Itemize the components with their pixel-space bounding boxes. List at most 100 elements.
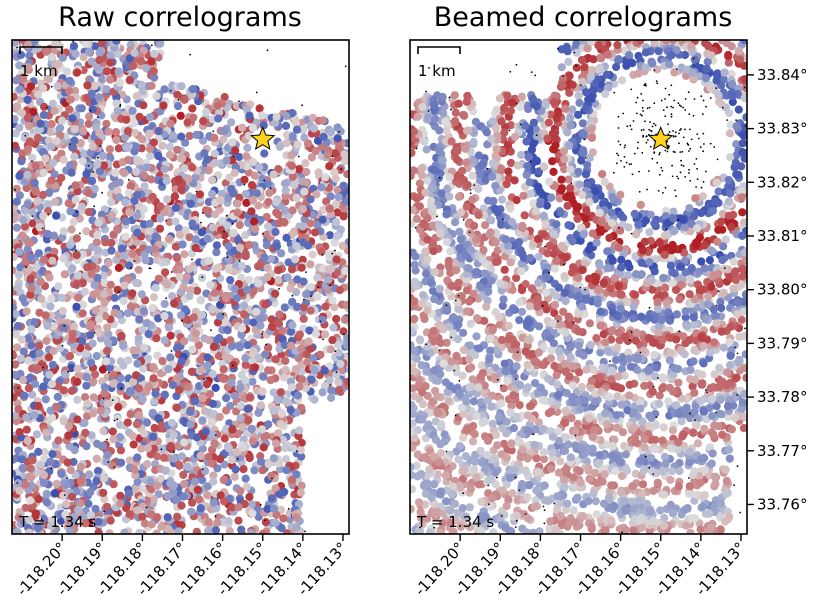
station-point (165, 150, 175, 160)
station-point (19, 347, 28, 356)
station-point (59, 155, 68, 164)
station-point (24, 384, 33, 393)
station-point (66, 466, 75, 475)
station-point (653, 478, 662, 487)
station-point (179, 492, 188, 501)
station-point (58, 306, 67, 316)
station-marker (296, 450, 298, 452)
station-point (259, 121, 268, 130)
station-point (89, 393, 98, 402)
station-point (90, 281, 99, 290)
station-point (462, 512, 471, 521)
station-point (180, 337, 189, 346)
station-point (250, 363, 260, 372)
station-point (113, 106, 122, 115)
station-point (175, 272, 184, 281)
station-point (332, 370, 341, 379)
scale-bar-label: 1 km (20, 62, 58, 80)
station-point (298, 255, 307, 264)
station-point (264, 420, 273, 429)
station-point (463, 286, 472, 295)
station-point (435, 284, 444, 293)
station-point (527, 145, 537, 154)
station-point (280, 179, 290, 188)
station-point (254, 201, 263, 210)
station-marker (304, 530, 306, 533)
station-point (135, 112, 144, 121)
station-marker (145, 506, 148, 509)
station-point (86, 320, 95, 329)
station-point (298, 204, 307, 214)
station-point (238, 123, 247, 132)
station-point (134, 265, 143, 274)
station-point (30, 178, 39, 187)
station-marker (93, 205, 96, 208)
station-point (45, 370, 54, 379)
station-point (306, 283, 315, 292)
station-point (70, 446, 79, 455)
station-point (215, 108, 224, 117)
station-point (286, 405, 295, 414)
station-point (241, 474, 250, 483)
station-point (288, 132, 297, 141)
station-point (106, 280, 115, 289)
station-point (213, 101, 222, 110)
station-point (90, 184, 99, 193)
station-point (103, 450, 112, 459)
station-point (147, 510, 156, 519)
station-point (222, 294, 231, 303)
station-point (185, 264, 194, 273)
station-marker (93, 331, 96, 334)
station-point (269, 170, 278, 179)
station-marker (262, 232, 264, 235)
station-point (204, 166, 213, 175)
station-point (49, 346, 58, 356)
station-point (263, 273, 272, 282)
station-point (43, 321, 52, 330)
station-point (18, 231, 27, 240)
station-marker (255, 91, 258, 94)
station-point (15, 123, 24, 132)
station-point (54, 282, 63, 291)
station-point (174, 527, 183, 534)
station-marker (113, 466, 116, 468)
station-point (219, 135, 228, 144)
station-point (207, 189, 217, 198)
station-point (48, 360, 58, 369)
station-marker (331, 252, 333, 255)
station-point (271, 227, 280, 237)
station-point (164, 365, 173, 374)
station-point (82, 227, 91, 236)
station-point (295, 330, 304, 339)
station-point (26, 238, 35, 247)
station-point (203, 353, 212, 362)
station-point (336, 127, 345, 136)
station-point (87, 269, 96, 279)
station-point (330, 149, 339, 158)
station-point (85, 47, 94, 57)
station-point (650, 350, 659, 360)
station-point (238, 324, 247, 333)
station-point (31, 509, 40, 518)
station-marker (170, 350, 173, 352)
station-point (121, 198, 130, 207)
station-point (203, 155, 212, 164)
station-point (47, 176, 56, 185)
station-point (327, 386, 336, 395)
station-point (53, 392, 62, 402)
station-point (229, 189, 238, 198)
station-point (28, 390, 37, 399)
station-point (116, 382, 125, 391)
station-point (212, 241, 221, 250)
station-point (302, 167, 311, 177)
station-point (248, 509, 257, 518)
station-point (243, 404, 252, 413)
station-marker (31, 160, 33, 163)
station-point (316, 350, 325, 359)
station-point (211, 526, 220, 534)
station-point (188, 345, 197, 354)
station-point (59, 491, 68, 500)
station-point (314, 168, 323, 177)
station-point (274, 429, 283, 438)
station-point (229, 228, 238, 237)
